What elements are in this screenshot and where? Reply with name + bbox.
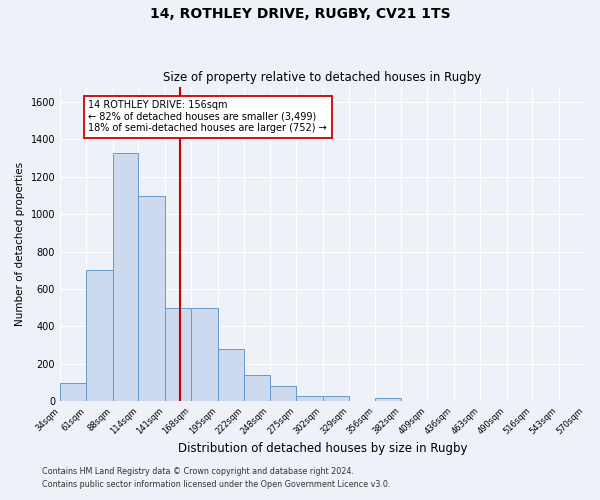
Bar	[323, 396, 349, 402]
Bar	[60, 382, 86, 402]
X-axis label: Distribution of detached houses by size in Rugby: Distribution of detached houses by size …	[178, 442, 467, 455]
Y-axis label: Number of detached properties: Number of detached properties	[15, 162, 25, 326]
Text: 14, ROTHLEY DRIVE, RUGBY, CV21 1TS: 14, ROTHLEY DRIVE, RUGBY, CV21 1TS	[149, 8, 451, 22]
Text: 14 ROTHLEY DRIVE: 156sqm
← 82% of detached houses are smaller (3,499)
18% of sem: 14 ROTHLEY DRIVE: 156sqm ← 82% of detach…	[88, 100, 327, 134]
Bar	[165, 308, 191, 402]
Bar	[376, 398, 401, 402]
Bar	[296, 396, 323, 402]
Bar	[191, 308, 218, 402]
Bar	[269, 386, 296, 402]
Bar	[86, 270, 113, 402]
Bar	[218, 349, 244, 402]
Bar	[244, 375, 269, 402]
Bar	[113, 152, 139, 402]
Bar	[139, 196, 165, 402]
Title: Size of property relative to detached houses in Rugby: Size of property relative to detached ho…	[163, 72, 482, 85]
Text: Contains HM Land Registry data © Crown copyright and database right 2024.
Contai: Contains HM Land Registry data © Crown c…	[42, 468, 391, 489]
